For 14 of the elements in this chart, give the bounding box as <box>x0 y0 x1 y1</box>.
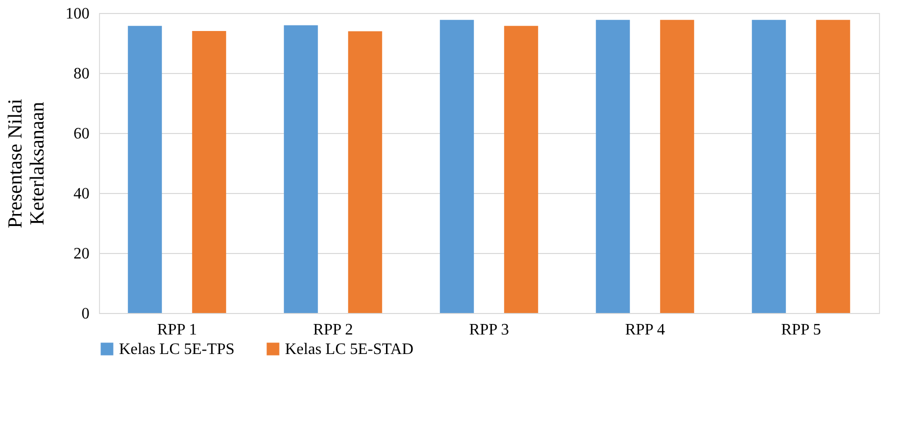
x-tick-label: RPP 2 <box>313 322 353 338</box>
legend-label: Kelas LC 5E-TPS <box>119 341 235 358</box>
y-tick-label: 40 <box>74 186 90 202</box>
y-axis-title: Presentase Nilai Keterlaksanaan <box>4 98 48 228</box>
legend-label: Kelas LC 5E-STAD <box>285 341 414 358</box>
x-tick-label: RPP 3 <box>469 322 509 338</box>
y-tick-label: 60 <box>74 126 90 142</box>
x-tick-label: RPP 1 <box>157 322 197 338</box>
x-tick-label: RPP 4 <box>625 322 665 338</box>
y-tick-label: 20 <box>74 246 90 262</box>
y-tick-label: 0 <box>82 306 90 322</box>
y-tick-label: 80 <box>74 66 90 82</box>
y-tick-label: 100 <box>66 6 90 22</box>
x-tick-label: RPP 5 <box>781 322 821 338</box>
